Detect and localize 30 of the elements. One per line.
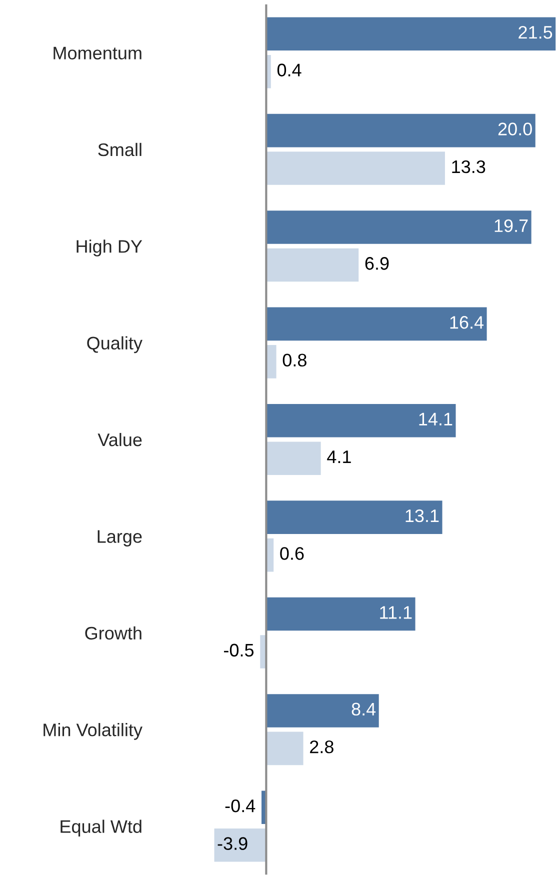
y-tick-label: Quality: [87, 336, 142, 354]
data-label: 13.3: [452, 160, 486, 174]
y-tick-label: Growth: [85, 626, 142, 640]
y-tick-label: Equal Wtd: [60, 820, 142, 837]
bar: [266, 596, 417, 632]
data-label: 0.8: [282, 354, 306, 367]
data-label: 19.7: [494, 219, 528, 232]
y-tick-label: Momentum: [54, 46, 142, 60]
data-label: 11.1: [380, 606, 412, 619]
y-tick-label: Value: [98, 432, 142, 446]
y-tick-label: Small: [98, 142, 142, 156]
data-label: -0.5: [224, 644, 254, 657]
bar: [266, 402, 458, 439]
data-label: -0.4: [225, 799, 256, 812]
y-tick-label: Min Volatility: [44, 723, 142, 740]
data-label: 14.1: [419, 412, 452, 426]
data-label: 21.5: [518, 26, 552, 39]
data-label: 20.0: [498, 122, 532, 136]
data-label: 0.4: [277, 64, 302, 76]
bar: [266, 440, 322, 476]
data-label: 16.4: [450, 316, 484, 329]
data-label: 2.8: [310, 740, 334, 754]
data-label: 13.1: [406, 509, 439, 522]
y-tick-label: High DY: [76, 240, 142, 256]
data-label: 0.6: [280, 547, 304, 560]
data-label: -3.9: [218, 837, 248, 850]
y-tick-label: Large: [98, 530, 142, 546]
data-label: 4.1: [327, 450, 351, 464]
data-label: 8.4: [352, 702, 376, 716]
data-label: 6.9: [365, 257, 389, 270]
